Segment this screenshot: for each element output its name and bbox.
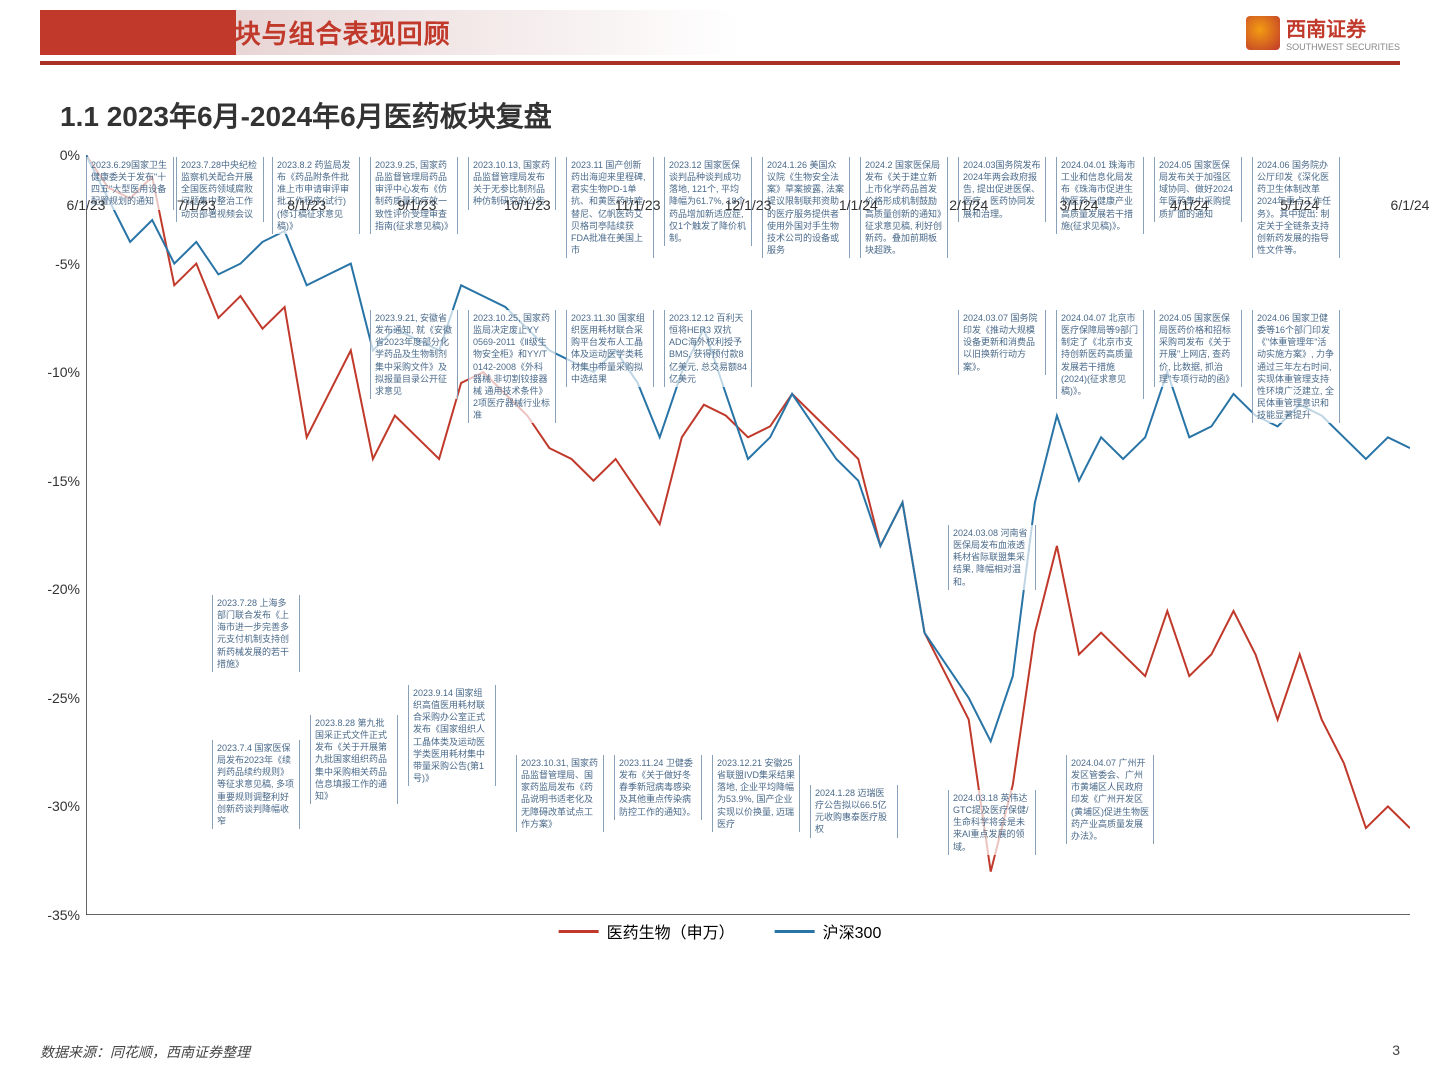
x-axis-label: 7/1/23 xyxy=(177,197,216,213)
main-chart: 0%-5%-10%-15%-20%-25%-30%-35% 2023.6.29国… xyxy=(30,155,1410,915)
company-logo: 西南证券 SOUTHWEST SECURITIES xyxy=(1246,13,1400,52)
y-axis-label: 0% xyxy=(60,147,80,163)
legend-swatch-1 xyxy=(559,930,599,933)
event-annotation: 2024.1.28 迈瑞医疗公告拟以66.5亿元收购惠泰医疗股权 xyxy=(810,785,898,838)
section-title: 1 医药板块与组合表现回顾 xyxy=(130,19,451,49)
event-annotation: 2024.03.07 国务院印发《推动大规模设备更新和消费品以旧换新行动方案》。 xyxy=(958,310,1046,375)
y-axis-label: -20% xyxy=(47,581,80,597)
legend-item-series1: 医药生物（申万） xyxy=(559,919,735,943)
x-axis-label: 5/1/24 xyxy=(1280,197,1319,213)
event-annotation: 2023.12.21 安徽25省联盟IVD集采结果落地, 企业平均降幅为53.9… xyxy=(712,755,800,832)
event-annotation: 2023.9.25, 国家药品监督管理局药品审评中心发布《仿制药质量和疗效一致性… xyxy=(370,157,458,234)
x-axis-label: 2/1/24 xyxy=(949,197,988,213)
event-annotation: 2023.12.12 百利天恒将HER3 双抗ADC海外权利授予BMS, 获得预… xyxy=(664,310,752,387)
event-annotation: 2024.03.18 英伟达GTC提及医疗保健/生命科学将会是未来AI重点发展的… xyxy=(948,790,1036,855)
event-annotation: 2024.04.01 珠海市工业和信息化局发布《珠海市促进生物医药与健康产业高质… xyxy=(1056,157,1144,234)
event-annotation: 2023.7.28 上海多部门联合发布《上海市进一步完善多元支付机制支持创新药械… xyxy=(212,595,300,672)
legend-swatch-2 xyxy=(775,930,815,933)
x-axis-label: 10/1/23 xyxy=(504,197,551,213)
event-annotation: 2023.10.25, 国家药监局决定废止YY 0569-2011《Ⅱ级生物安全… xyxy=(468,310,556,423)
event-annotation: 2023.11.24 卫健委发布《关于做好冬春季新冠病毒感染及其他重点传染病防控… xyxy=(614,755,702,820)
y-axis-label: -25% xyxy=(47,690,80,706)
event-annotation: 2023.8.28 第九批国采正式文件正式发布《关于开展第九批国家组织药品集中采… xyxy=(310,715,398,804)
event-annotation: 2023.9.21, 安徽省发布通知, 就《安徽省2023年度部分化学药品及生物… xyxy=(370,310,458,399)
page-header: 1 医药板块与组合表现回顾 西南证券 SOUTHWEST SECURITIES xyxy=(0,0,1440,55)
logo-subtext: SOUTHWEST SECURITIES xyxy=(1286,42,1400,52)
y-axis: 0%-5%-10%-15%-20%-25%-30%-35% xyxy=(30,155,86,915)
logo-text: 西南证券 xyxy=(1286,19,1366,41)
legend-label-1: 医药生物（申万） xyxy=(607,919,735,943)
page-subtitle: 1.1 2023年6月-2024年6月医药板块复盘 xyxy=(60,95,1440,135)
event-annotation: 2023.10.31, 国家药品监督管理局、国家药监局发布《药品说明书适老化及无… xyxy=(516,755,604,832)
section-title-box: 1 医药板块与组合表现回顾 xyxy=(40,10,740,55)
x-axis-label: 11/1/23 xyxy=(615,197,661,213)
legend-label-2: 沪深300 xyxy=(823,919,882,943)
header-stripe xyxy=(40,61,1400,65)
y-axis-label: -35% xyxy=(47,907,80,923)
event-annotation: 2024.03.08 河南省医保局发布血液透耗材省际联盟集采结果, 降幅相对温和… xyxy=(948,525,1036,590)
event-annotation: 2023.11.30 国家组织医用耗材联合采购平台发布人工晶体及运动医学类耗材集… xyxy=(566,310,654,387)
plot-area: 2023.6.29国家卫生健康委关于发布"十四五"大型医用设备配置规划的通知20… xyxy=(86,155,1410,915)
x-axis-label: 8/1/23 xyxy=(287,197,326,213)
event-annotation: 2024.1.26 美国众议院《生物安全法案》草案披露, 法案提议限制联邦资助的… xyxy=(762,157,850,258)
x-axis-label: 6/1/24 xyxy=(1391,197,1430,213)
x-axis-label: 6/1/23 xyxy=(67,197,106,213)
event-annotation: 2023.9.14 国家组织高值医用耗材联合采购办公室正式发布《国家组织人工晶体… xyxy=(408,685,496,786)
event-annotation: 2024.04.07 广州开发区管委会、广州市黄埔区人民政府印发《广州开发区(黄… xyxy=(1066,755,1154,844)
event-annotation: 2024.06 国家卫健委等16个部门印发《"体重管理年"活动实施方案》, 力争… xyxy=(1252,310,1340,423)
legend-item-series2: 沪深300 xyxy=(775,919,882,943)
x-axis-label: 12/1/23 xyxy=(725,197,772,213)
x-axis-label: 9/1/23 xyxy=(398,197,437,213)
x-axis-label: 4/1/24 xyxy=(1170,197,1209,213)
x-axis-label: 1/1/24 xyxy=(839,197,878,213)
event-annotation: 2023.7.4 国家医保局发布2023年《续判药品续约规则》等征求意见稿, 多… xyxy=(212,740,300,829)
event-annotation: 2023.8.2 药监局发布《药品附条件批准上市申请审评审批工作程序(试行)(修… xyxy=(272,157,360,234)
data-source: 数据来源：同花顺，西南证券整理 xyxy=(40,1042,250,1062)
page-number: 3 xyxy=(1392,1042,1400,1062)
logo-icon xyxy=(1246,16,1280,50)
y-axis-label: -10% xyxy=(47,364,80,380)
y-axis-label: -5% xyxy=(55,256,80,272)
x-axis-label: 3/1/24 xyxy=(1060,197,1099,213)
y-axis-label: -15% xyxy=(47,473,80,489)
chart-legend: 医药生物（申万） 沪深300 xyxy=(559,919,882,943)
y-axis-label: -30% xyxy=(47,798,80,814)
event-annotation: 2024.05 国家医保局医药价格和招标采购司发布《关于开展"上网店, 查药价,… xyxy=(1154,310,1242,387)
event-annotation: 2024.04.07 北京市医疗保障局等9部门制定了《北京市支持创新医药高质量发… xyxy=(1056,310,1144,399)
page-footer: 数据来源：同花顺，西南证券整理 3 xyxy=(40,1042,1400,1062)
